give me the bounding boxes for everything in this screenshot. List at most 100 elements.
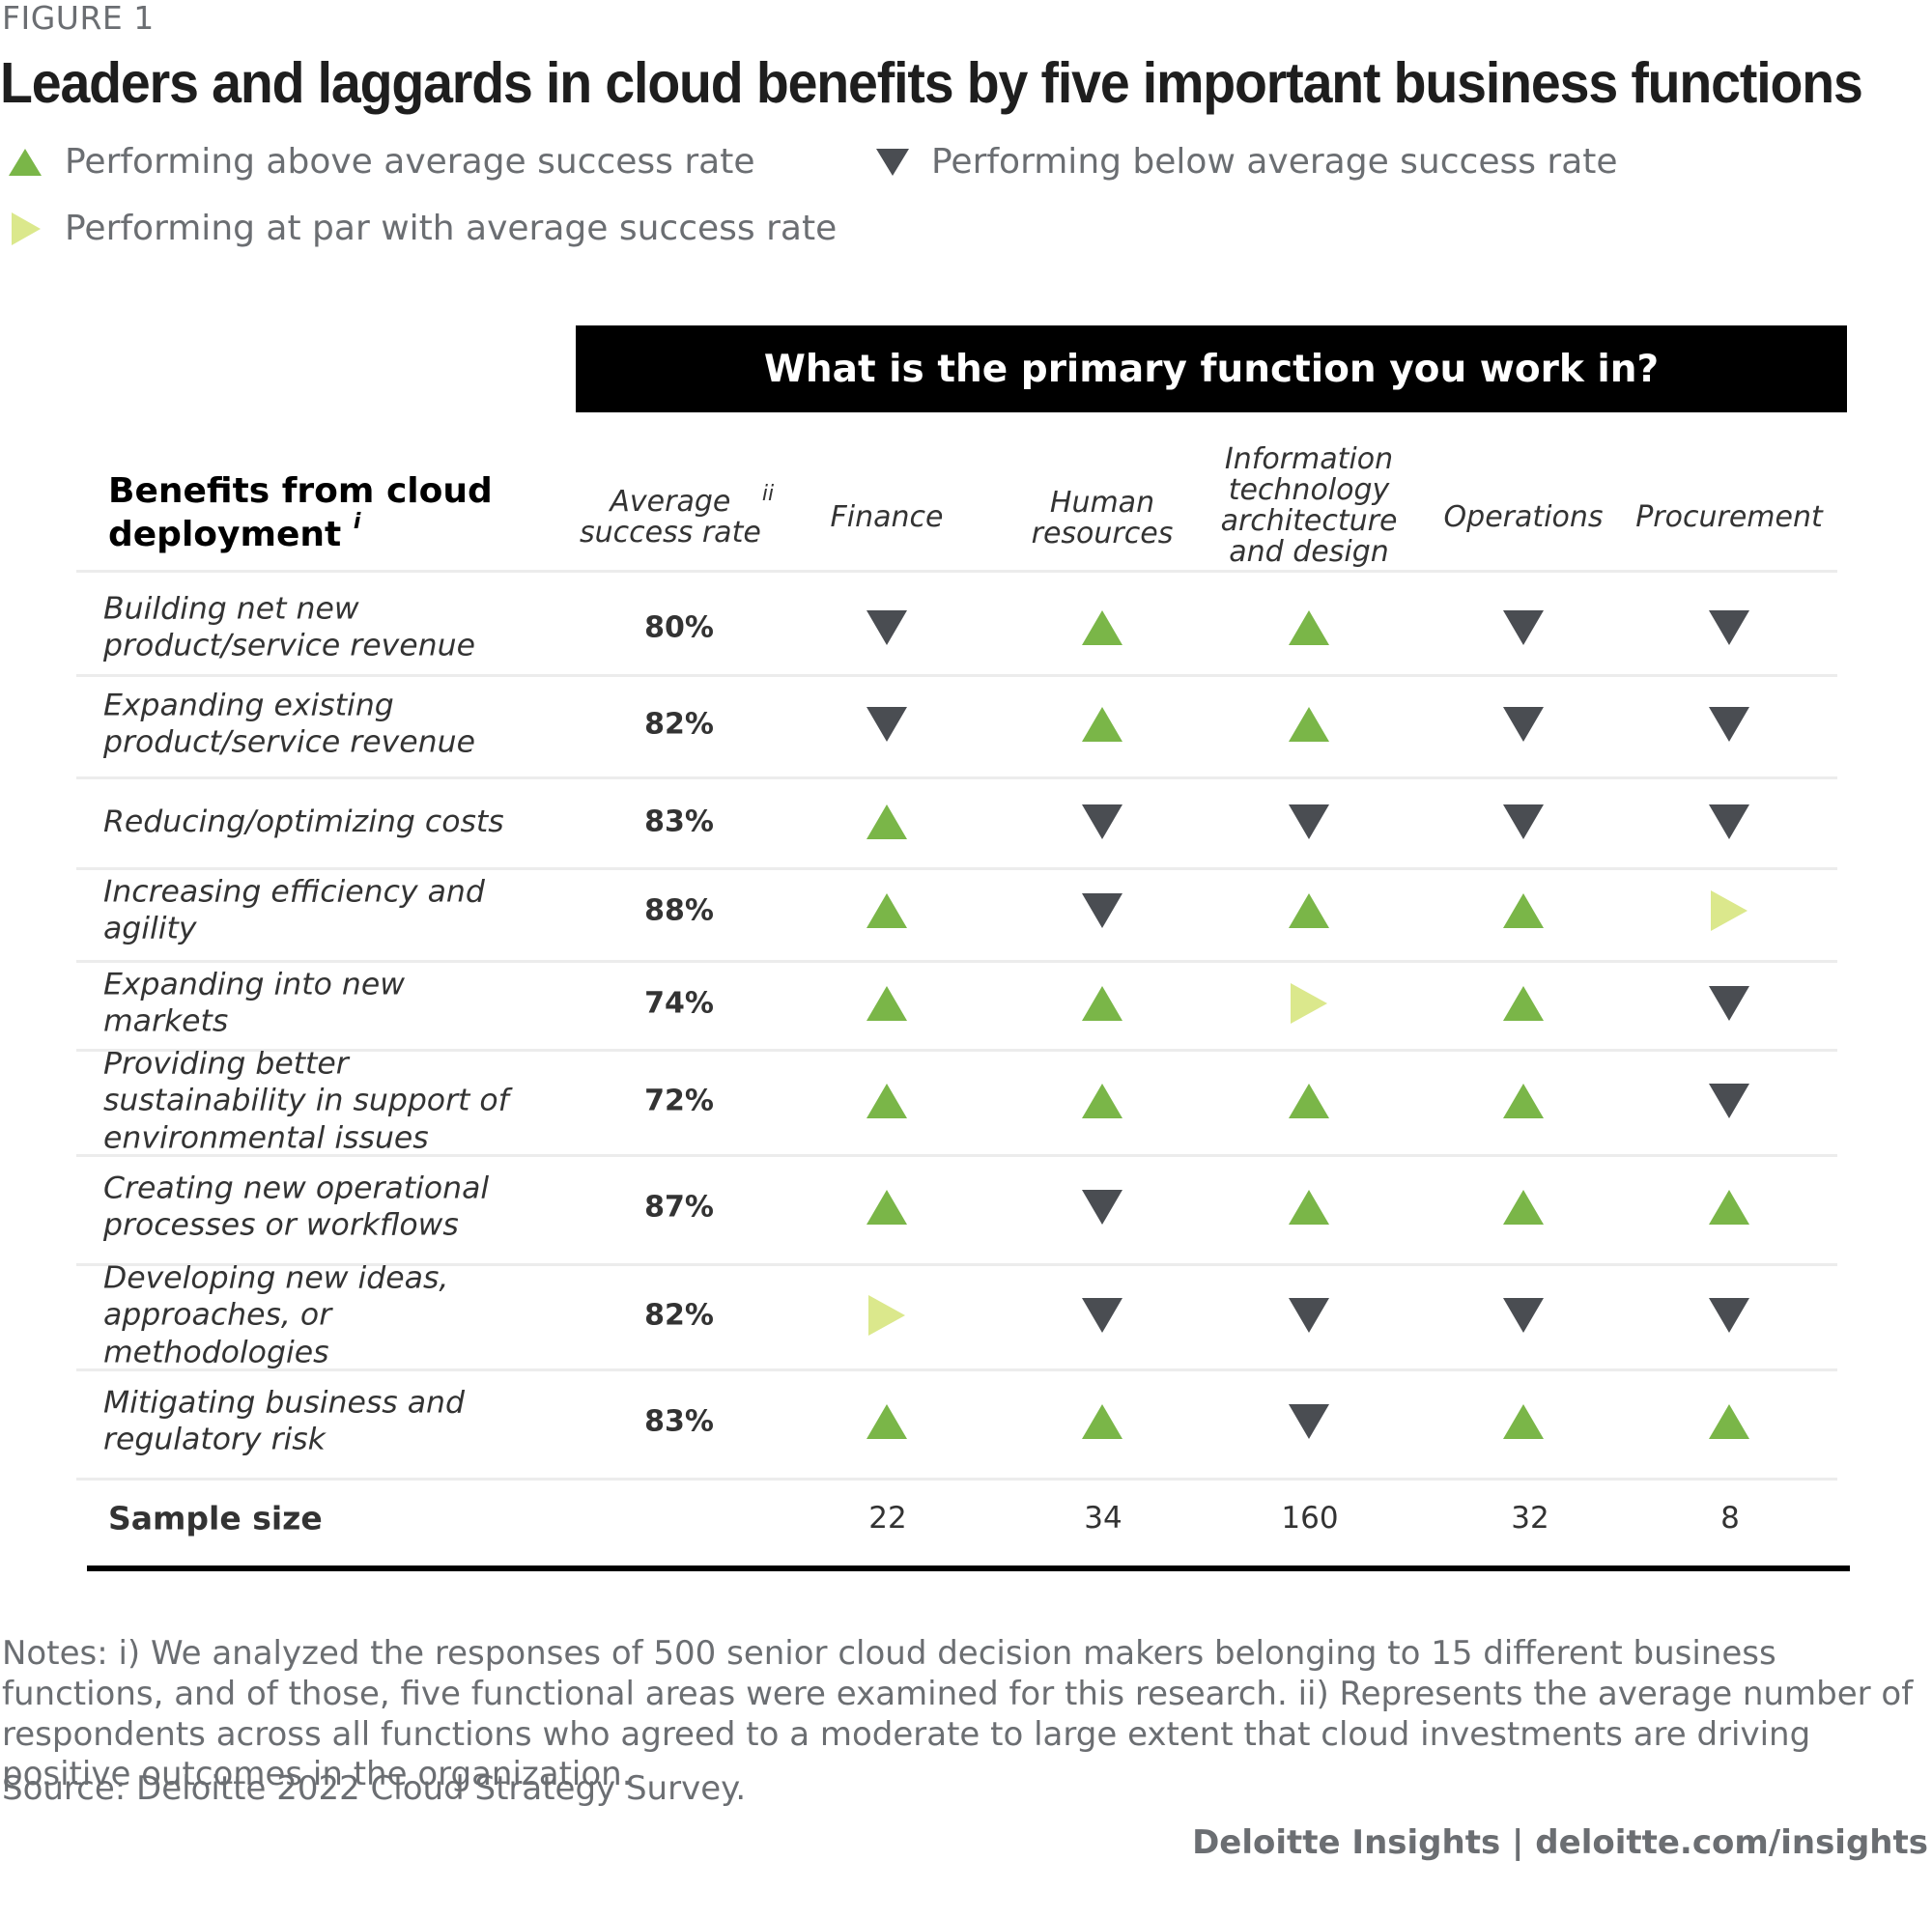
avg-success-rate: 72% (644, 1084, 714, 1118)
status-marker-above-finance (867, 1404, 907, 1439)
status-marker-below-procurement (1709, 804, 1749, 839)
par-triangle (1291, 983, 1327, 1024)
legend-above-label: Performing above average success rate (65, 142, 755, 182)
above-triangle (1289, 707, 1329, 742)
above-triangle (1082, 610, 1122, 645)
above-triangle (1503, 1404, 1544, 1439)
above-triangle (1082, 986, 1122, 1021)
below-triangle (867, 707, 907, 742)
legend: Performing above average success rate Pe… (0, 135, 1642, 261)
sample-size-label: Sample size (108, 1499, 323, 1537)
legend-above-marker (9, 149, 42, 176)
status-marker-above-hr (1082, 1404, 1122, 1439)
status-marker-below-procurement (1709, 707, 1749, 742)
row-label: Providing better sustainability in suppo… (103, 1046, 509, 1156)
avg-success-rate: 82% (644, 707, 714, 742)
row-label: Reducing/optimizing costs (103, 804, 504, 839)
below-triangle (1289, 1298, 1329, 1333)
below-triangle (1709, 707, 1749, 742)
status-marker-par-finance (868, 1295, 905, 1336)
below-triangle (1503, 707, 1544, 742)
status-marker-above-finance (867, 1190, 907, 1225)
row-label: Building net new product/service revenue (103, 591, 475, 663)
status-marker-below-finance (867, 610, 907, 645)
below-triangle (1709, 1084, 1749, 1118)
triangle-down-icon (876, 149, 909, 176)
row-label: Expanding existing product/service reven… (103, 688, 475, 760)
status-marker-above-it (1289, 707, 1329, 742)
row-label: Mitigating business and regulatory risk (103, 1385, 465, 1457)
source: Source: Deloitte 2022 Cloud Strategy Sur… (2, 1769, 747, 1808)
above-triangle (867, 1404, 907, 1439)
above-triangle (1503, 986, 1544, 1021)
status-marker-below-operations (1503, 610, 1544, 645)
status-marker-above-operations (1503, 1404, 1544, 1439)
above-triangle (1289, 893, 1329, 928)
row-divider (76, 776, 1837, 779)
avg-header-text: Average success rate (579, 484, 761, 550)
status-marker-above-finance (867, 804, 907, 839)
sample-size-operations: 32 (1511, 1501, 1549, 1536)
legend-par-label: Performing at par with average success r… (65, 209, 838, 248)
below-triangle (1082, 804, 1122, 839)
row-label: Creating new operational processes or wo… (103, 1171, 490, 1243)
status-marker-below-hr (1082, 893, 1122, 928)
row-header-footnote: i (353, 510, 361, 534)
avg-success-rate: 80% (644, 610, 714, 645)
status-marker-above-hr (1082, 986, 1122, 1021)
below-triangle (1503, 1298, 1544, 1333)
above-triangle (867, 893, 907, 928)
status-marker-par-it (1291, 983, 1327, 1024)
below-triangle (1082, 1190, 1122, 1225)
status-marker-above-operations (1503, 986, 1544, 1021)
column-header-operations: Operations (1443, 499, 1604, 534)
column-header-hr: Human resources (1031, 485, 1174, 550)
triangle-right-icon (12, 212, 41, 245)
above-triangle (1082, 707, 1122, 742)
avg-header: Average success rateii (579, 483, 774, 550)
below-triangle (1289, 1404, 1329, 1439)
row-divider (76, 1154, 1837, 1157)
footer-credit: Deloitte Insights | deloitte.com/insight… (1192, 1823, 1928, 1862)
status-marker-above-operations (1503, 1084, 1544, 1118)
status-marker-below-hr (1082, 1190, 1122, 1225)
status-marker-above-hr (1082, 1084, 1122, 1118)
above-triangle (1289, 1084, 1329, 1118)
above-triangle (867, 986, 907, 1021)
avg-success-rate: 88% (644, 893, 714, 928)
row-divider (76, 960, 1837, 963)
above-triangle (1503, 1084, 1544, 1118)
below-triangle (1709, 986, 1749, 1021)
above-triangle (1503, 893, 1544, 928)
status-marker-above-it (1289, 610, 1329, 645)
column-header-finance: Finance (830, 499, 944, 534)
bottom-rule (87, 1565, 1850, 1571)
below-triangle (1082, 1298, 1122, 1333)
status-marker-above-hr (1082, 707, 1122, 742)
row-header-text: Benefits from cloud deployment (108, 471, 493, 554)
avg-success-rate: 83% (644, 804, 714, 839)
row-label: Expanding into new markets (103, 967, 405, 1039)
row-label: Increasing efficiency and agility (103, 874, 485, 946)
status-marker-below-hr (1082, 804, 1122, 839)
avg-success-rate: 87% (644, 1190, 714, 1225)
status-marker-below-it (1289, 804, 1329, 839)
page-title: Leaders and laggards in cloud benefits b… (0, 51, 1863, 115)
row-divider (76, 1478, 1837, 1481)
row-label: Developing new ideas, approaches, or met… (103, 1260, 449, 1370)
status-marker-below-procurement (1709, 1298, 1749, 1333)
above-triangle (1289, 610, 1329, 645)
above-triangle (1503, 1190, 1544, 1225)
status-marker-par-procurement (1711, 890, 1747, 931)
row-divider (76, 1368, 1837, 1371)
status-marker-below-procurement (1709, 610, 1749, 645)
status-marker-above-finance (867, 986, 907, 1021)
sample-size-hr: 34 (1084, 1501, 1122, 1536)
status-marker-below-it (1289, 1298, 1329, 1333)
above-triangle (867, 1190, 907, 1225)
status-marker-below-it (1289, 1404, 1329, 1439)
status-marker-above-it (1289, 1084, 1329, 1118)
below-triangle (867, 610, 907, 645)
legend-par-marker (12, 212, 41, 245)
row-divider (76, 867, 1837, 870)
